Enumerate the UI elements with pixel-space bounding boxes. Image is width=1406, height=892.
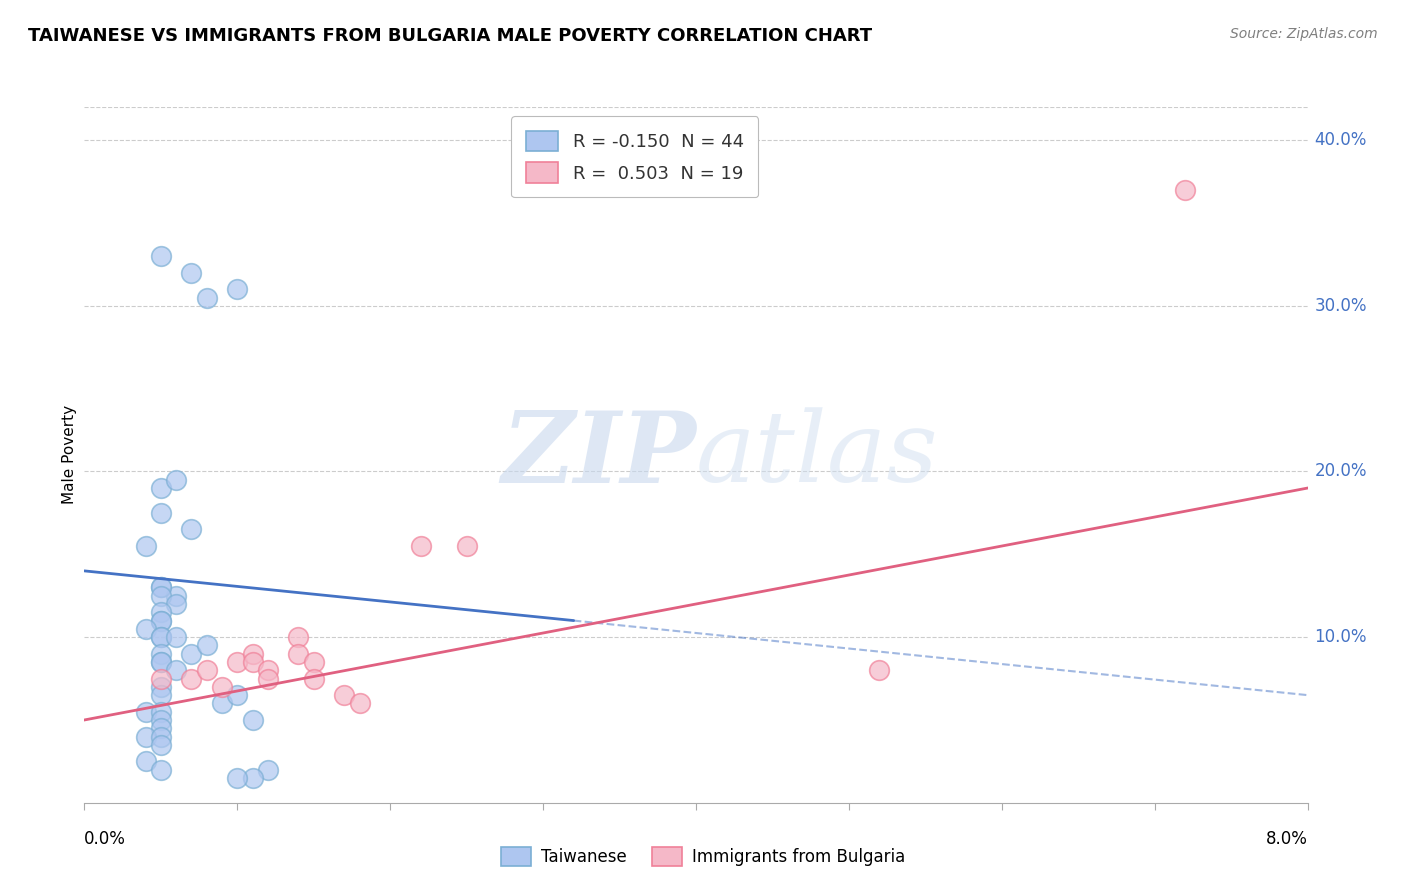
- Point: [456, 539, 478, 553]
- Point: [149, 713, 172, 727]
- Text: 20.0%: 20.0%: [1315, 462, 1367, 481]
- Point: [226, 282, 249, 296]
- Point: [195, 663, 218, 677]
- Point: [149, 763, 172, 777]
- Point: [149, 605, 172, 619]
- Point: [149, 581, 172, 595]
- Point: [149, 614, 172, 628]
- Point: [302, 672, 325, 686]
- Point: [242, 713, 264, 727]
- Point: [135, 730, 157, 744]
- Point: [149, 688, 172, 702]
- Point: [242, 647, 264, 661]
- Point: [257, 663, 280, 677]
- Point: [257, 763, 280, 777]
- Point: [226, 688, 249, 702]
- Point: [149, 655, 172, 669]
- Point: [135, 622, 157, 636]
- Point: [149, 481, 172, 495]
- Point: [287, 630, 309, 644]
- Point: [149, 721, 172, 735]
- Point: [211, 680, 233, 694]
- Point: [287, 647, 309, 661]
- Point: [333, 688, 356, 702]
- Point: [165, 597, 187, 611]
- Point: [869, 663, 891, 677]
- Point: [149, 614, 172, 628]
- Point: [149, 506, 172, 520]
- Point: [226, 655, 249, 669]
- Point: [149, 647, 172, 661]
- Point: [135, 539, 157, 553]
- Legend: R = -0.150  N = 44, R =  0.503  N = 19: R = -0.150 N = 44, R = 0.503 N = 19: [512, 116, 758, 197]
- Text: Source: ZipAtlas.com: Source: ZipAtlas.com: [1230, 27, 1378, 41]
- Point: [180, 266, 202, 280]
- Point: [242, 771, 264, 785]
- Point: [149, 672, 172, 686]
- Text: 30.0%: 30.0%: [1315, 297, 1367, 315]
- Point: [1174, 183, 1197, 197]
- Point: [180, 523, 202, 537]
- Point: [349, 697, 371, 711]
- Point: [195, 291, 218, 305]
- Point: [302, 655, 325, 669]
- Y-axis label: Male Poverty: Male Poverty: [62, 405, 77, 505]
- Point: [257, 672, 280, 686]
- Point: [165, 663, 187, 677]
- Legend: Taiwanese, Immigrants from Bulgaria: Taiwanese, Immigrants from Bulgaria: [492, 838, 914, 875]
- Point: [149, 249, 172, 263]
- Point: [211, 697, 233, 711]
- Point: [149, 655, 172, 669]
- Point: [226, 771, 249, 785]
- Text: atlas: atlas: [696, 408, 939, 502]
- Text: 0.0%: 0.0%: [84, 830, 127, 847]
- Point: [165, 589, 187, 603]
- Point: [409, 539, 432, 553]
- Point: [135, 755, 157, 769]
- Point: [149, 581, 172, 595]
- Point: [149, 738, 172, 752]
- Text: 10.0%: 10.0%: [1315, 628, 1367, 646]
- Point: [242, 655, 264, 669]
- Point: [149, 630, 172, 644]
- Text: 40.0%: 40.0%: [1315, 131, 1367, 149]
- Point: [149, 705, 172, 719]
- Point: [180, 672, 202, 686]
- Point: [165, 630, 187, 644]
- Point: [135, 705, 157, 719]
- Point: [149, 680, 172, 694]
- Point: [149, 630, 172, 644]
- Text: TAIWANESE VS IMMIGRANTS FROM BULGARIA MALE POVERTY CORRELATION CHART: TAIWANESE VS IMMIGRANTS FROM BULGARIA MA…: [28, 27, 872, 45]
- Point: [180, 647, 202, 661]
- Point: [149, 730, 172, 744]
- Text: 8.0%: 8.0%: [1265, 830, 1308, 847]
- Point: [165, 473, 187, 487]
- Text: ZIP: ZIP: [501, 407, 696, 503]
- Point: [149, 589, 172, 603]
- Point: [195, 639, 218, 653]
